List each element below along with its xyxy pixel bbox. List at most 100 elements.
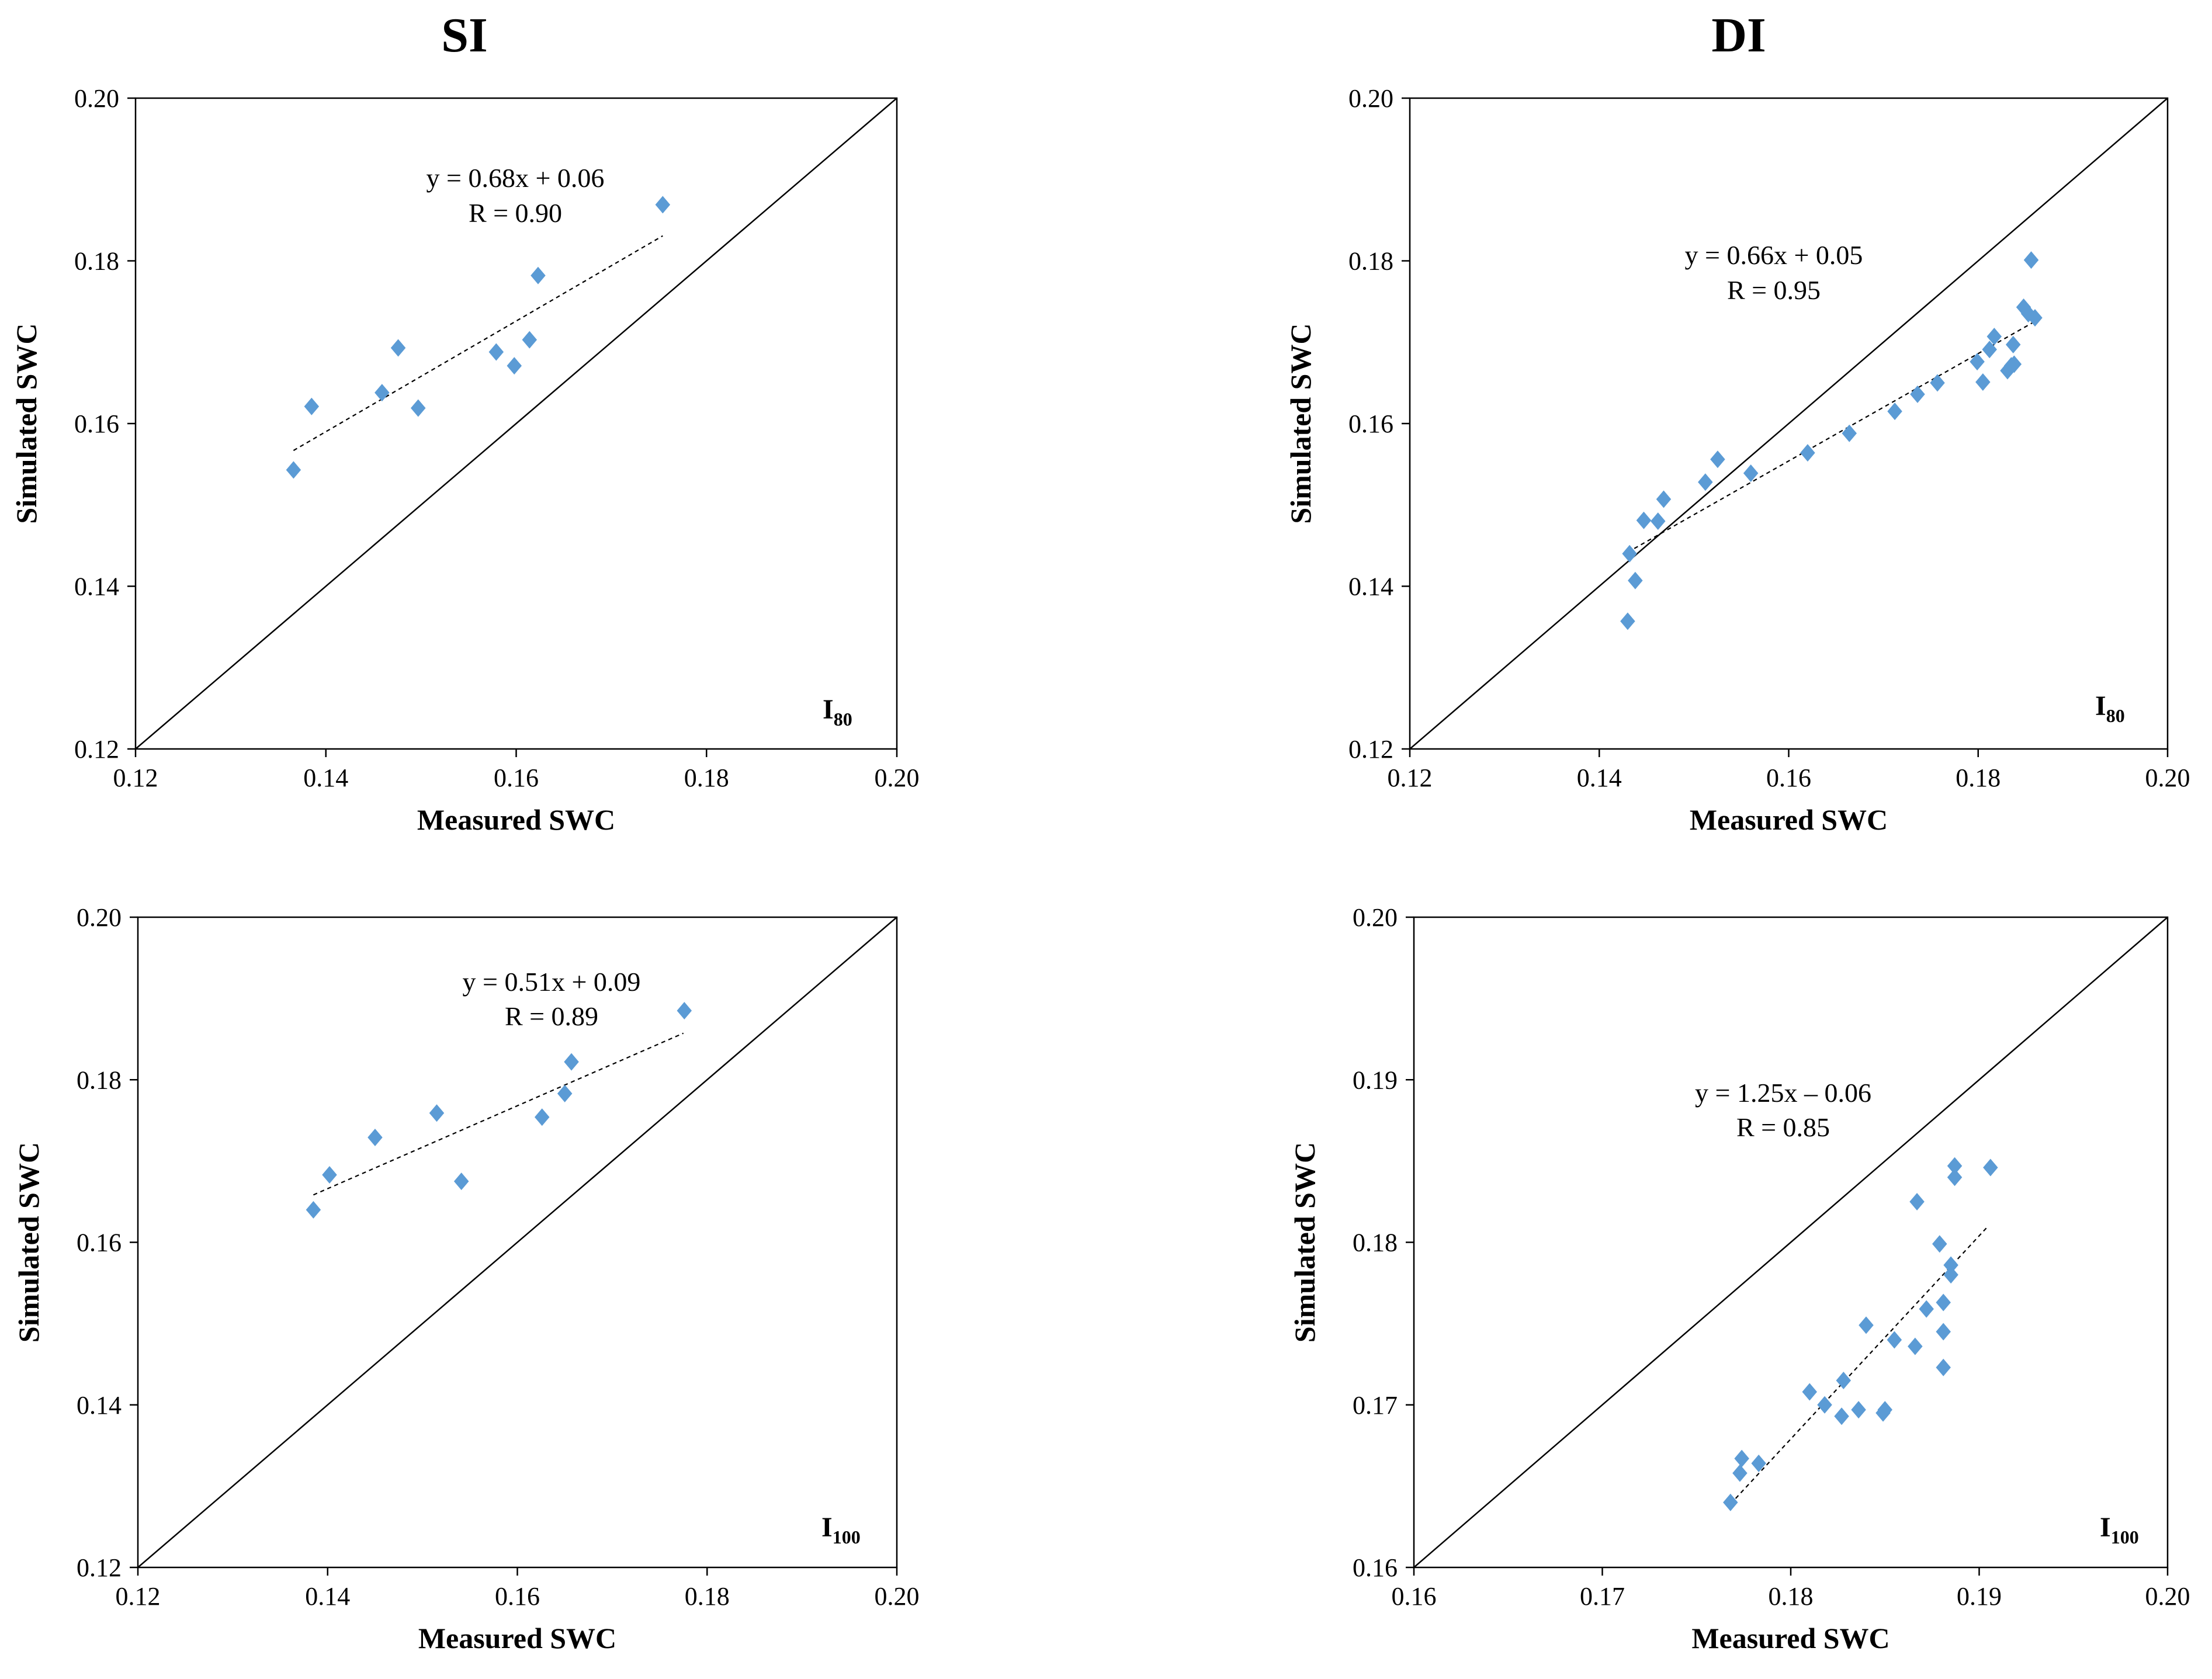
trendline	[1729, 1225, 1989, 1505]
data-point	[1651, 512, 1666, 530]
data-point	[429, 1104, 445, 1122]
data-point	[390, 339, 406, 357]
data-point	[1943, 1256, 1958, 1274]
x-tick-label: 0.20	[2145, 764, 2190, 792]
correlation-r: R = 0.90	[469, 198, 562, 228]
data-point	[367, 1129, 383, 1147]
correlation-r: R = 0.89	[505, 1001, 598, 1031]
data-point	[1910, 385, 1925, 403]
data-point	[1983, 1158, 1998, 1177]
panel-di-i100: 0.16 0.17 0.18 0.19 0.20 0.16 0.17 0.18 0.19 0.20…	[1288, 903, 2190, 1654]
data-point	[304, 397, 320, 415]
x-tick-label: 0.16	[1766, 764, 1811, 792]
trendline	[1627, 321, 2036, 553]
panel-si-i80: 0.12 0.14 0.16 0.18 0.20 0.12 0.14 0.16 0.18 0.20…	[10, 84, 920, 836]
x-tick-label: 0.16	[494, 764, 539, 792]
data-point	[1936, 1358, 1951, 1376]
data-point	[534, 1108, 550, 1126]
y-tick-label: 0.12	[1348, 735, 1393, 764]
x-tick-label: 0.20	[875, 764, 920, 792]
data-point	[1982, 341, 1997, 359]
y-tick-label: 0.14	[74, 573, 119, 601]
data-point	[507, 357, 522, 375]
data-point	[1943, 1266, 1958, 1284]
x-tick-label: 0.18	[684, 764, 729, 792]
data-point	[1887, 1331, 1902, 1349]
data-point	[1970, 353, 1985, 371]
y-tick-label: 0.20	[1348, 84, 1393, 113]
data-point	[1986, 328, 2002, 346]
data-point	[1930, 374, 1945, 392]
data-point	[1919, 1300, 1934, 1318]
data-point	[410, 399, 426, 417]
x-tick-label: 0.19	[1957, 1582, 2002, 1611]
y-tick-label: 0.12	[77, 1553, 122, 1582]
data-point	[1909, 1192, 1925, 1210]
panel-si-i100: 0.12 0.14 0.16 0.18 0.20 0.12 0.14 0.16 0.18 0.20…	[12, 903, 920, 1654]
x-tick-label: 0.20	[875, 1582, 920, 1611]
data-point	[1859, 1316, 1874, 1334]
panels: 0.12 0.14 0.16 0.18 0.20 0.12 0.14 0.16 0.18 0.20…	[10, 84, 2190, 1654]
regression-equation: y = 0.68x + 0.06	[427, 163, 605, 193]
data-point	[322, 1166, 337, 1184]
x-tick-label: 0.18	[1769, 1582, 1814, 1611]
data-point	[1908, 1337, 1923, 1355]
x-tick-label: 0.18	[685, 1582, 730, 1611]
one-to-one-line	[137, 917, 897, 1568]
x-axis-title: Measured SWC	[1690, 803, 1888, 836]
data-point	[1710, 450, 1725, 469]
y-tick-label: 0.14	[77, 1391, 122, 1420]
data-point	[655, 196, 671, 214]
y-tick-label: 0.20	[1353, 903, 1398, 932]
data-point	[1887, 403, 1902, 421]
trendline	[313, 1032, 684, 1196]
data-point	[1620, 612, 1635, 630]
data-point	[2027, 308, 2043, 327]
panel-label: I100	[2100, 1512, 2139, 1548]
y-tick-label: 0.20	[74, 84, 119, 113]
x-tick-label: 0.20	[2145, 1582, 2190, 1611]
data-point	[488, 343, 504, 361]
x-tick-label: 0.12	[116, 1582, 161, 1611]
correlation-r: R = 0.85	[1736, 1112, 1830, 1142]
y-tick-label: 0.19	[1353, 1066, 1398, 1094]
regression-equation: y = 1.25x – 0.06	[1695, 1078, 1871, 1108]
data-point	[1851, 1401, 1866, 1419]
panel-label: I80	[2095, 691, 2125, 726]
y-tick-label: 0.17	[1353, 1391, 1398, 1420]
data-point	[286, 461, 301, 479]
data-point	[1732, 1464, 1748, 1482]
x-tick-label: 0.14	[305, 1582, 350, 1611]
regression-equation: y = 0.66x + 0.05	[1685, 240, 1863, 270]
data-point	[1723, 1493, 1738, 1511]
data-point	[1751, 1454, 1766, 1472]
one-to-one-line	[1409, 98, 2168, 750]
x-tick-label: 0.14	[303, 764, 348, 792]
one-to-one-line	[135, 98, 897, 750]
x-axis-title: Measured SWC	[1691, 1622, 1889, 1654]
data-point	[1936, 1323, 1951, 1341]
x-tick-label: 0.12	[1388, 764, 1433, 792]
x-tick-label: 0.14	[1577, 764, 1622, 792]
y-axis-title: Simulated SWC	[1288, 1142, 1321, 1342]
data-point	[1622, 544, 1637, 563]
data-point	[1932, 1235, 1947, 1253]
y-tick-label: 0.18	[74, 247, 119, 276]
data-point	[531, 266, 546, 285]
y-tick-label: 0.18	[1353, 1229, 1398, 1257]
x-tick-label: 0.18	[1956, 764, 2000, 792]
x-tick-label: 0.17	[1580, 1582, 1625, 1611]
panel-label: I100	[821, 1512, 861, 1548]
data-point	[522, 331, 538, 349]
data-point	[1817, 1396, 1832, 1414]
y-tick-label: 0.18	[77, 1066, 122, 1094]
y-tick-label: 0.20	[77, 903, 122, 932]
data-point	[375, 384, 390, 402]
x-axis-title: Measured SWC	[417, 803, 615, 836]
data-point	[1834, 1407, 1849, 1425]
data-point	[1836, 1372, 1852, 1390]
data-point	[1975, 373, 1991, 391]
data-point	[2023, 251, 2039, 269]
data-point	[1734, 1449, 1749, 1468]
data-point	[1698, 473, 1713, 491]
